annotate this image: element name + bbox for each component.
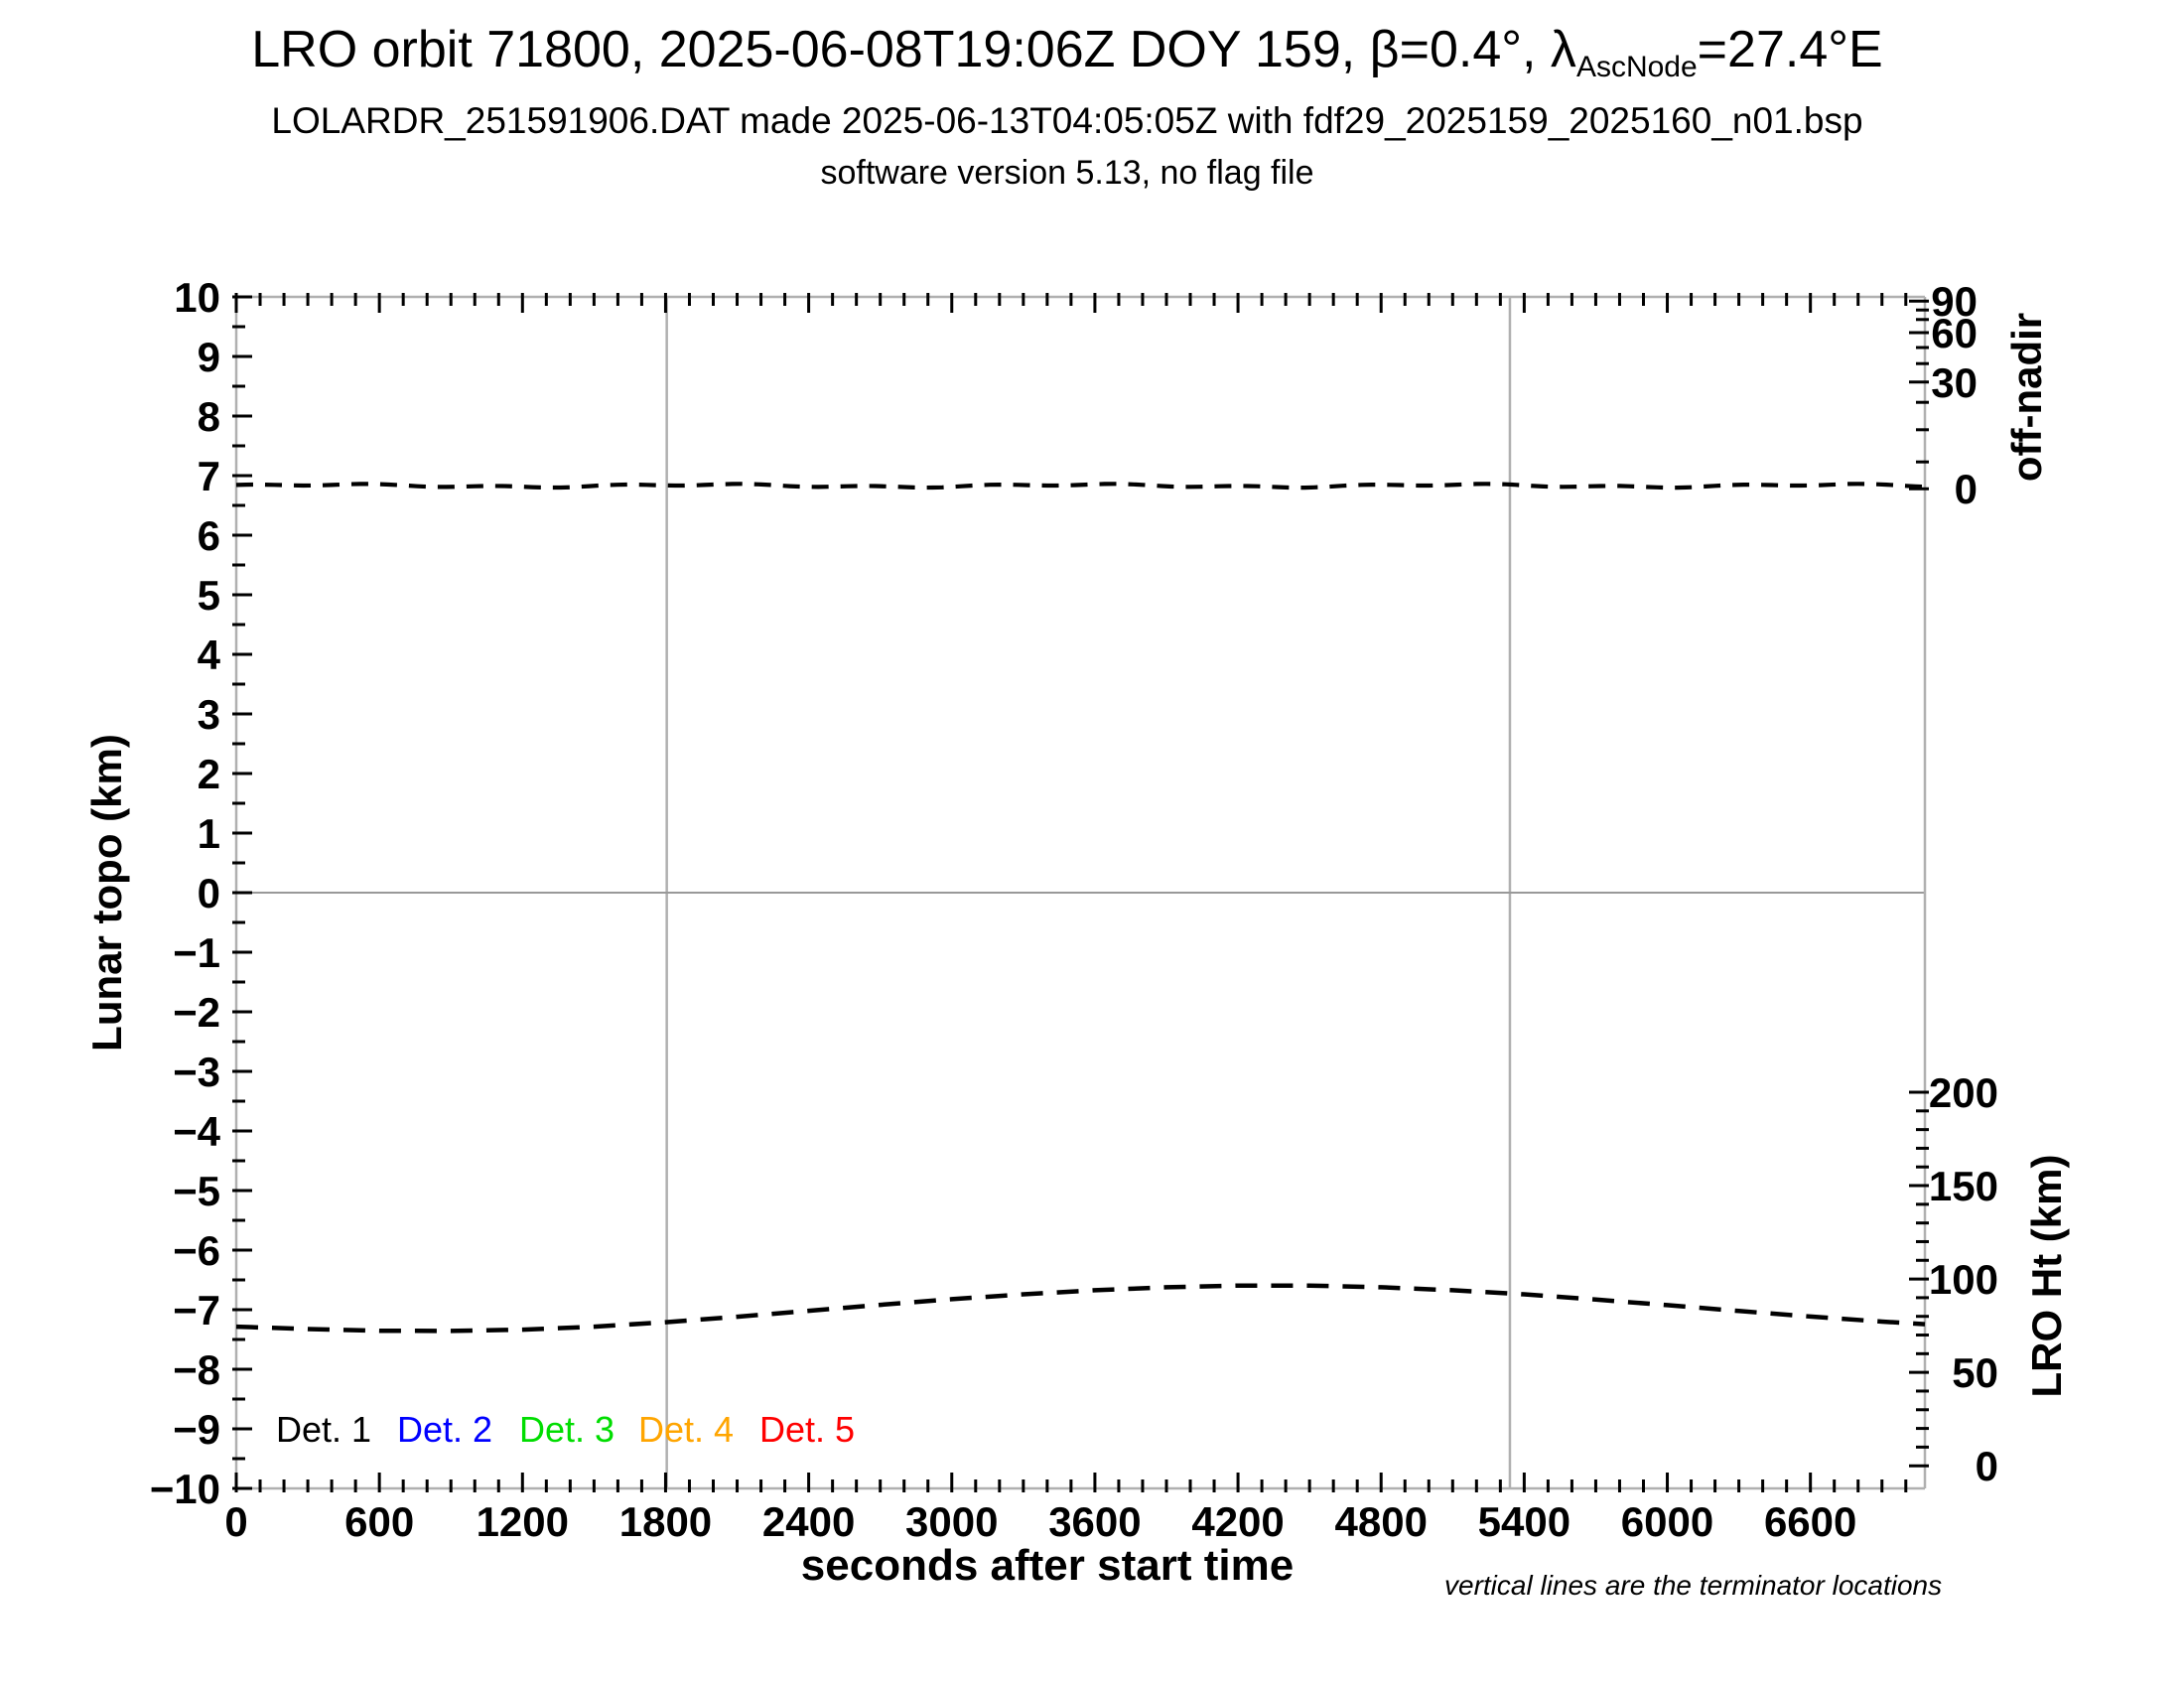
- legend-item-det-4: Det. 4: [638, 1409, 735, 1450]
- legend-item-det-5: Det. 5: [759, 1409, 856, 1450]
- y-tick-label-left: 0: [198, 870, 220, 916]
- x-tick-label: 6600: [1764, 1498, 1856, 1545]
- y-tick-label-left: 3: [198, 691, 220, 738]
- x-tick-label: 3600: [1048, 1498, 1141, 1545]
- y-tick-label-left: 9: [198, 334, 220, 380]
- ht-tick-label: 0: [1976, 1443, 1998, 1489]
- offnadir-tick-label: 60: [1931, 310, 1978, 356]
- y-tick-label-left: 5: [198, 572, 220, 619]
- y-tick-label-left: 8: [198, 393, 220, 440]
- x-axis-title: seconds after start time: [800, 1541, 1295, 1590]
- y-tick-label-left: −9: [173, 1406, 220, 1453]
- y-tick-label-left: −5: [173, 1168, 220, 1214]
- y-axis-title-left: Lunar topo (km): [83, 734, 130, 1052]
- legend-item-det-3: Det. 3: [519, 1409, 615, 1450]
- y-tick-label-left: 7: [198, 453, 220, 499]
- x-tick-label: 4800: [1335, 1498, 1428, 1545]
- x-tick-label: 3000: [905, 1498, 998, 1545]
- ht-tick-label: 50: [1952, 1349, 1998, 1396]
- x-tick-label: 4200: [1191, 1498, 1284, 1545]
- plot-title-main: LRO orbit 71800, 2025-06-08T19:06Z DOY 1…: [251, 21, 1576, 78]
- x-tick-label: 0: [224, 1498, 247, 1545]
- y-tick-label-left: −2: [173, 989, 220, 1036]
- x-tick-label: 1800: [619, 1498, 712, 1545]
- y-tick-label-left: −8: [173, 1346, 220, 1393]
- y-tick-label-left: −3: [173, 1049, 220, 1095]
- offnadir-tick-label: 90: [1931, 278, 1978, 325]
- legend-item-det-2: Det. 2: [397, 1409, 493, 1450]
- terminator-note: vertical lines are the terminator locati…: [1444, 1570, 1943, 1601]
- y-tick-label-left: 10: [174, 274, 220, 321]
- y-tick-label-left: 4: [198, 632, 221, 678]
- y-tick-label-left: 1: [198, 810, 220, 857]
- y-axis-title-offnadir: off-nadir: [2003, 312, 2050, 483]
- y-axis-title-ht: LRO Ht (km): [2023, 1154, 2070, 1398]
- y-tick-label-left: 2: [198, 751, 220, 797]
- off-nadir-series-line: [235, 482, 1926, 491]
- plot-subtitle: LOLARDR_251591906.DAT made 2025-06-13T04…: [271, 100, 1863, 141]
- x-tick-label: 6000: [1621, 1498, 1713, 1545]
- ht-tick-label: 100: [1929, 1256, 1998, 1303]
- x-tick-label: 2400: [762, 1498, 855, 1545]
- plot-subtitle2: software version 5.13, no flag file: [820, 154, 1314, 192]
- plot-title-subscript: AscNode: [1575, 51, 1698, 83]
- y-tick-label-left: −7: [173, 1287, 220, 1334]
- y-tick-label-left: 6: [198, 512, 220, 559]
- header-block: LRO orbit 71800, 2025-06-08T19:06Z DOY 1…: [0, 20, 2134, 193]
- offnadir-tick-label: 0: [1955, 466, 1978, 512]
- legend-item-det-1: Det. 1: [276, 1409, 372, 1450]
- plot-title: LRO orbit 71800, 2025-06-08T19:06Z DOY 1…: [0, 20, 2134, 84]
- offnadir-tick-label: 30: [1931, 359, 1978, 406]
- y-tick-label-left: −10: [150, 1466, 220, 1512]
- ht-tick-label: 150: [1929, 1163, 1998, 1209]
- x-tick-label: 1200: [477, 1498, 569, 1545]
- lro-height-series-line: [235, 1283, 1926, 1334]
- y-tick-label-left: −1: [173, 929, 220, 976]
- plot-title-suffix: =27.4°E: [1697, 21, 1883, 78]
- y-tick-label-left: −4: [173, 1108, 221, 1155]
- x-tick-label: 5400: [1478, 1498, 1570, 1545]
- ht-tick-label: 200: [1929, 1069, 1998, 1116]
- x-tick-label: 600: [344, 1498, 414, 1545]
- y-tick-label-left: −6: [173, 1227, 220, 1274]
